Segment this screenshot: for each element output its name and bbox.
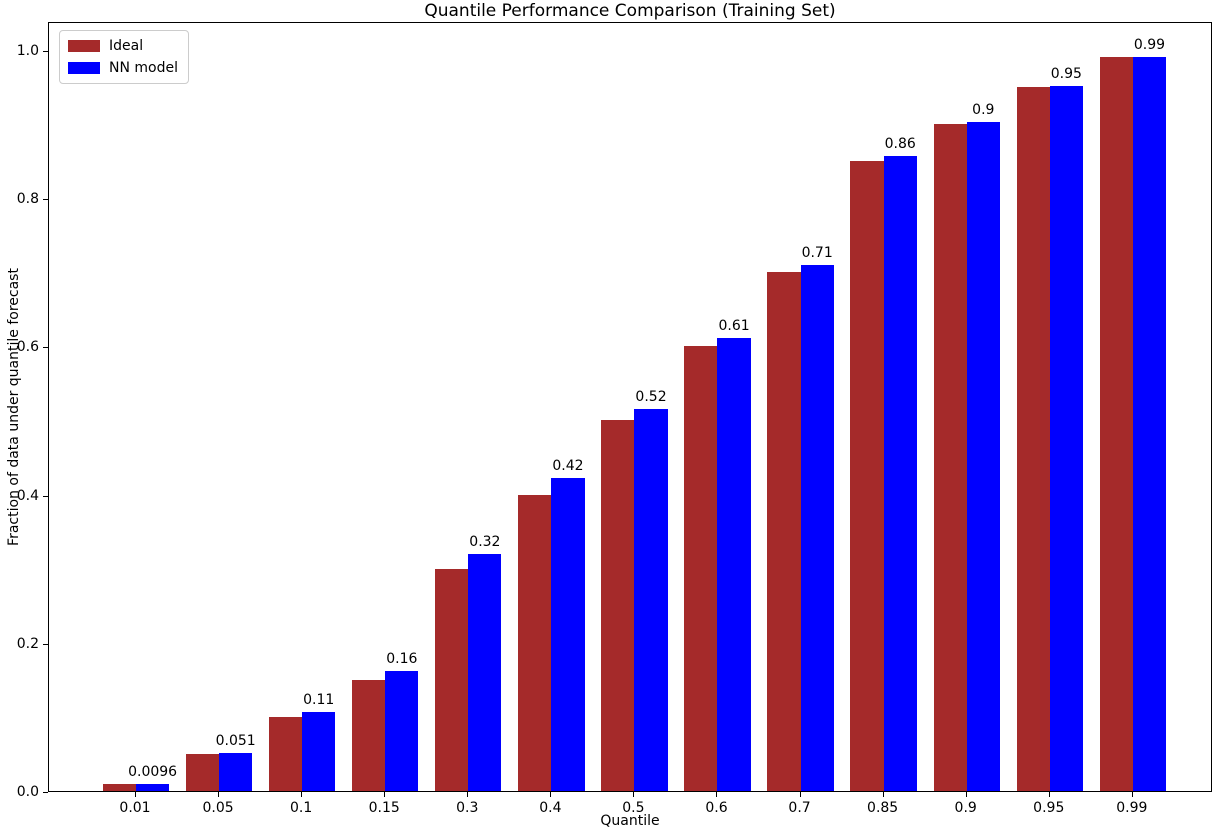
bar-nn-model-0.4 [551,478,585,791]
bar-nn-model-0.15 [385,670,419,791]
x-tick-label: 0.5 [622,800,645,816]
bar-nn-model-0.7 [800,264,834,791]
x-tick-label: 0.3 [456,800,479,816]
bar-ideal-0.85 [850,161,884,791]
bar-ideal-0.01 [102,783,136,791]
x-tick-label: 0.1 [289,800,313,816]
bar-ideal-0.05 [185,753,220,791]
bar-ideal-0.95 [1016,86,1050,791]
y-tick-label: 0.2 [16,635,39,652]
x-tick-mark [965,792,967,797]
legend-swatch [68,62,100,74]
legend-swatch [68,40,100,52]
y-tick-mark [43,50,48,52]
x-tick-label: 0.6 [705,800,728,816]
x-tick-mark [799,792,801,797]
x-tick-label: 0.05 [202,800,234,816]
bar-value-label: 0.52 [635,388,667,405]
bar-nn-model-0.5 [634,408,668,791]
bar-value-label: 0.16 [386,650,418,667]
bar-ideal-0.15 [352,679,386,791]
bar-ideal-0.99 [1099,57,1133,791]
bar-ideal-0.9 [933,124,967,791]
chart-title: Quantile Performance Comparison (Trainin… [424,1,836,21]
x-tick-mark [1048,792,1050,797]
bar-value-label: 0.0096 [128,763,178,780]
bar-nn-model-0.3 [468,553,502,791]
x-tick-mark [1131,792,1133,797]
legend-item-nn-model: NN model [68,60,178,76]
bar-value-label: 0.61 [718,318,750,335]
bar-value-label: 0.99 [1133,37,1166,54]
x-tick-label: 0.85 [867,800,899,816]
bar-ideal-0.1 [268,716,303,791]
y-tick-label: 0.6 [16,339,39,356]
y-tick-mark [43,792,48,793]
bar-nn-model-0.01 [136,783,170,791]
x-tick-label: 0.9 [954,800,977,816]
x-tick-mark [467,792,469,797]
bar-value-label: 0.95 [1050,66,1082,83]
y-tick-label: 0.0 [16,784,39,800]
y-tick-mark [43,199,48,201]
legend-item-ideal: Ideal [68,38,178,54]
x-tick-mark [882,792,884,797]
x-tick-label: 0.99 [1116,800,1148,816]
x-tick-mark [301,792,303,797]
bar-nn-model-0.99 [1132,57,1167,791]
bar-value-label: 0.11 [303,691,335,708]
bar-ideal-0.4 [518,494,552,791]
x-tick-label: 0.01 [119,800,151,816]
bar-value-label: 0.051 [215,733,256,750]
bar-value-label: 0.86 [884,135,916,152]
y-axis-label: Fraction of data under quantile forecast [6,268,22,546]
bar-nn-model-0.6 [717,338,751,791]
x-tick-mark [384,792,386,797]
bar-nn-model-0.9 [966,121,1000,791]
legend: Ideal NN model [59,30,189,84]
bar-ideal-0.3 [435,568,469,791]
y-tick-label: 1.0 [16,42,39,59]
plot-area: Ideal NN model 0.0096 0.051 0.11 0.16 0.32 0.4… [48,22,1212,792]
x-tick-mark [218,792,220,797]
y-tick-mark [43,495,48,497]
y-tick-label: 0.8 [16,191,39,208]
bar-ideal-0.7 [767,272,801,791]
x-tick-label: 0.7 [788,800,811,816]
x-tick-label: 0.15 [368,800,400,816]
x-tick-mark [633,792,635,797]
legend-label: NN model [109,60,178,76]
bar-value-label: 0.71 [801,244,833,261]
bar-value-label: 0.42 [552,458,584,475]
bar-nn-model-0.05 [219,753,253,791]
bar-nn-model-0.95 [1049,86,1083,791]
x-tick-mark [135,792,136,797]
x-tick-label: 0.4 [539,800,562,816]
x-tick-label: 0.95 [1033,800,1065,816]
y-tick-mark [43,347,48,349]
bar-ideal-0.5 [601,420,635,791]
bar-nn-model-0.1 [302,711,336,791]
bar-nn-model-0.85 [883,155,917,791]
x-axis-label: Quantile [600,813,660,829]
legend-label: Ideal [109,38,144,54]
bar-value-label: 0.9 [972,101,995,118]
bar-ideal-0.6 [684,346,718,791]
x-tick-mark [550,792,552,797]
x-tick-mark [716,792,718,797]
y-tick-mark [43,643,48,645]
y-tick-label: 0.4 [16,487,39,504]
bar-value-label: 0.32 [469,533,501,550]
